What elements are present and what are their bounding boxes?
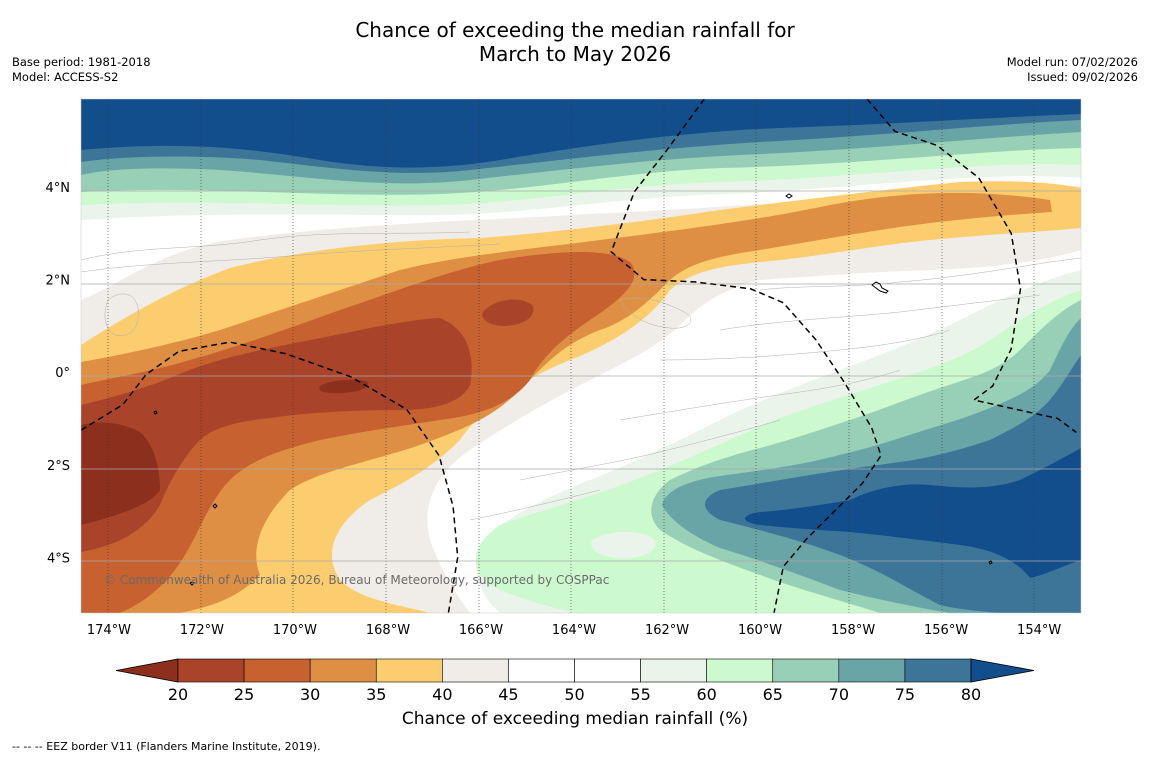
colorbar: 20 25 30 35 40 45 50 55 60 65 70 75 80 — [115, 658, 1035, 704]
longitude-tick-label: 166°W — [459, 623, 503, 638]
contour-25-dry — [81, 318, 472, 552]
colorbar-extend-high — [970, 658, 1035, 683]
contour-25-dry-patch — [482, 299, 534, 326]
contour-30-dry — [81, 252, 635, 613]
eez-border-line-east — [610, 99, 882, 613]
contour-20-dry-patch — [319, 379, 369, 394]
longitude-tick-label: 156°W — [924, 623, 968, 638]
contour-35-dry — [81, 192, 1052, 613]
contour-lines — [81, 231, 1081, 521]
colorbar-segment — [574, 658, 641, 683]
colorbar-tick-label: 50 — [564, 685, 584, 704]
colorbar-tick-label: 75 — [895, 685, 915, 704]
island-marker — [785, 193, 793, 199]
latitude-tick-label: 4°N — [46, 181, 71, 196]
colorbar-tick-label: 80 — [961, 685, 981, 704]
longitude-tick-label: 154°W — [1017, 623, 1061, 638]
longitude-tick-label: 158°W — [831, 623, 875, 638]
colorbar-tick-label: 40 — [432, 685, 452, 704]
contour-80-se — [745, 448, 1081, 578]
colorbar-tick-label: 70 — [829, 685, 849, 704]
latitude-tick-label: 2°S — [47, 459, 70, 474]
copyright-notice: © Commonwealth of Australia 2026, Bureau… — [104, 573, 609, 587]
islands — [153, 193, 993, 586]
contour-55-se-patch — [591, 531, 656, 559]
colorbar-tick-label: 20 — [168, 685, 188, 704]
issued-label: Issued: 09/02/2026 — [1027, 70, 1138, 84]
colorbar-tick-label: 25 — [234, 685, 254, 704]
longitude-axis: 174°W 172°W 170°W 168°W 166°W 164°W 162°W 160°W… — [87, 623, 1062, 638]
island-marker — [212, 503, 218, 509]
map-plot-area: © Commonwealth of Australia 2026, Bureau… — [81, 99, 1081, 613]
base-period-label: Base period: 1981-2018 — [12, 55, 151, 69]
contour-above-80-north — [81, 99, 1081, 168]
longitude-tick-label: 160°W — [738, 623, 782, 638]
chart-title: Chance of exceeding the median rainfall … — [0, 18, 1150, 66]
colorbar-tick-label: 35 — [366, 685, 386, 704]
colorbar-segment — [177, 658, 245, 683]
colorbar-title: Chance of exceeding median rainfall (%) — [401, 709, 749, 729]
latitude-tick-label: 4°S — [47, 551, 70, 566]
colorbar-segment — [442, 658, 509, 683]
longitude-tick-label: 168°W — [366, 623, 410, 638]
title-line-1: Chance of exceeding the median rainfall … — [355, 18, 795, 42]
colorbar-tick-label: 45 — [498, 685, 518, 704]
island-marker — [988, 560, 993, 565]
colorbar-segment — [838, 658, 906, 683]
model-run-label: Model run: 07/02/2026 — [1006, 55, 1138, 69]
latitude-tick-label: 2°N — [46, 274, 71, 289]
colorbar-tick-label: 30 — [300, 685, 320, 704]
map-frame — [80, 98, 1082, 614]
latitude-tick-label: 0° — [55, 366, 70, 381]
colorbar-tick-label: 60 — [696, 685, 716, 704]
eez-border-line — [81, 341, 459, 613]
model-label: Model: ACCESS-S2 — [12, 70, 119, 84]
island-marker — [871, 281, 889, 294]
island-marker — [189, 581, 195, 586]
colorbar-segment — [309, 658, 377, 683]
longitude-tick-label: 174°W — [87, 623, 131, 638]
colorbar-extend-low — [115, 658, 179, 683]
contour-20-dry — [81, 422, 160, 525]
colorbar-segment — [243, 658, 311, 683]
colorbar-segment — [904, 658, 972, 683]
colorbar-segment — [640, 658, 707, 683]
metadata-left: Base period: 1981-2018 Model: ACCESS-S2 — [12, 55, 151, 85]
eez-legend-note: -- -- -- EEZ border V11 (Flanders Marine… — [12, 740, 321, 753]
latitude-gridlines — [81, 190, 1081, 562]
contour-40-dry — [81, 181, 1081, 613]
island-marker — [153, 410, 158, 415]
colorbar-tick-label: 55 — [630, 685, 650, 704]
latitude-axis: 4°N 2°N 0° 2°S 4°S — [46, 181, 71, 566]
longitude-tick-label: 172°W — [180, 623, 224, 638]
longitude-tick-label: 170°W — [273, 623, 317, 638]
longitude-tick-label: 162°W — [645, 623, 689, 638]
colorbar-segment — [772, 658, 840, 683]
title-line-2: March to May 2026 — [478, 42, 672, 66]
colorbar-segment — [375, 658, 443, 683]
colorbar-segment — [706, 658, 774, 683]
metadata-right: Model run: 07/02/2026 Issued: 09/02/2026 — [1007, 55, 1138, 85]
colorbar-tick-label: 65 — [763, 685, 783, 704]
colorbar-segment — [508, 658, 575, 683]
eez-border-line-far-east — [866, 99, 1077, 434]
longitude-tick-label: 164°W — [552, 623, 596, 638]
